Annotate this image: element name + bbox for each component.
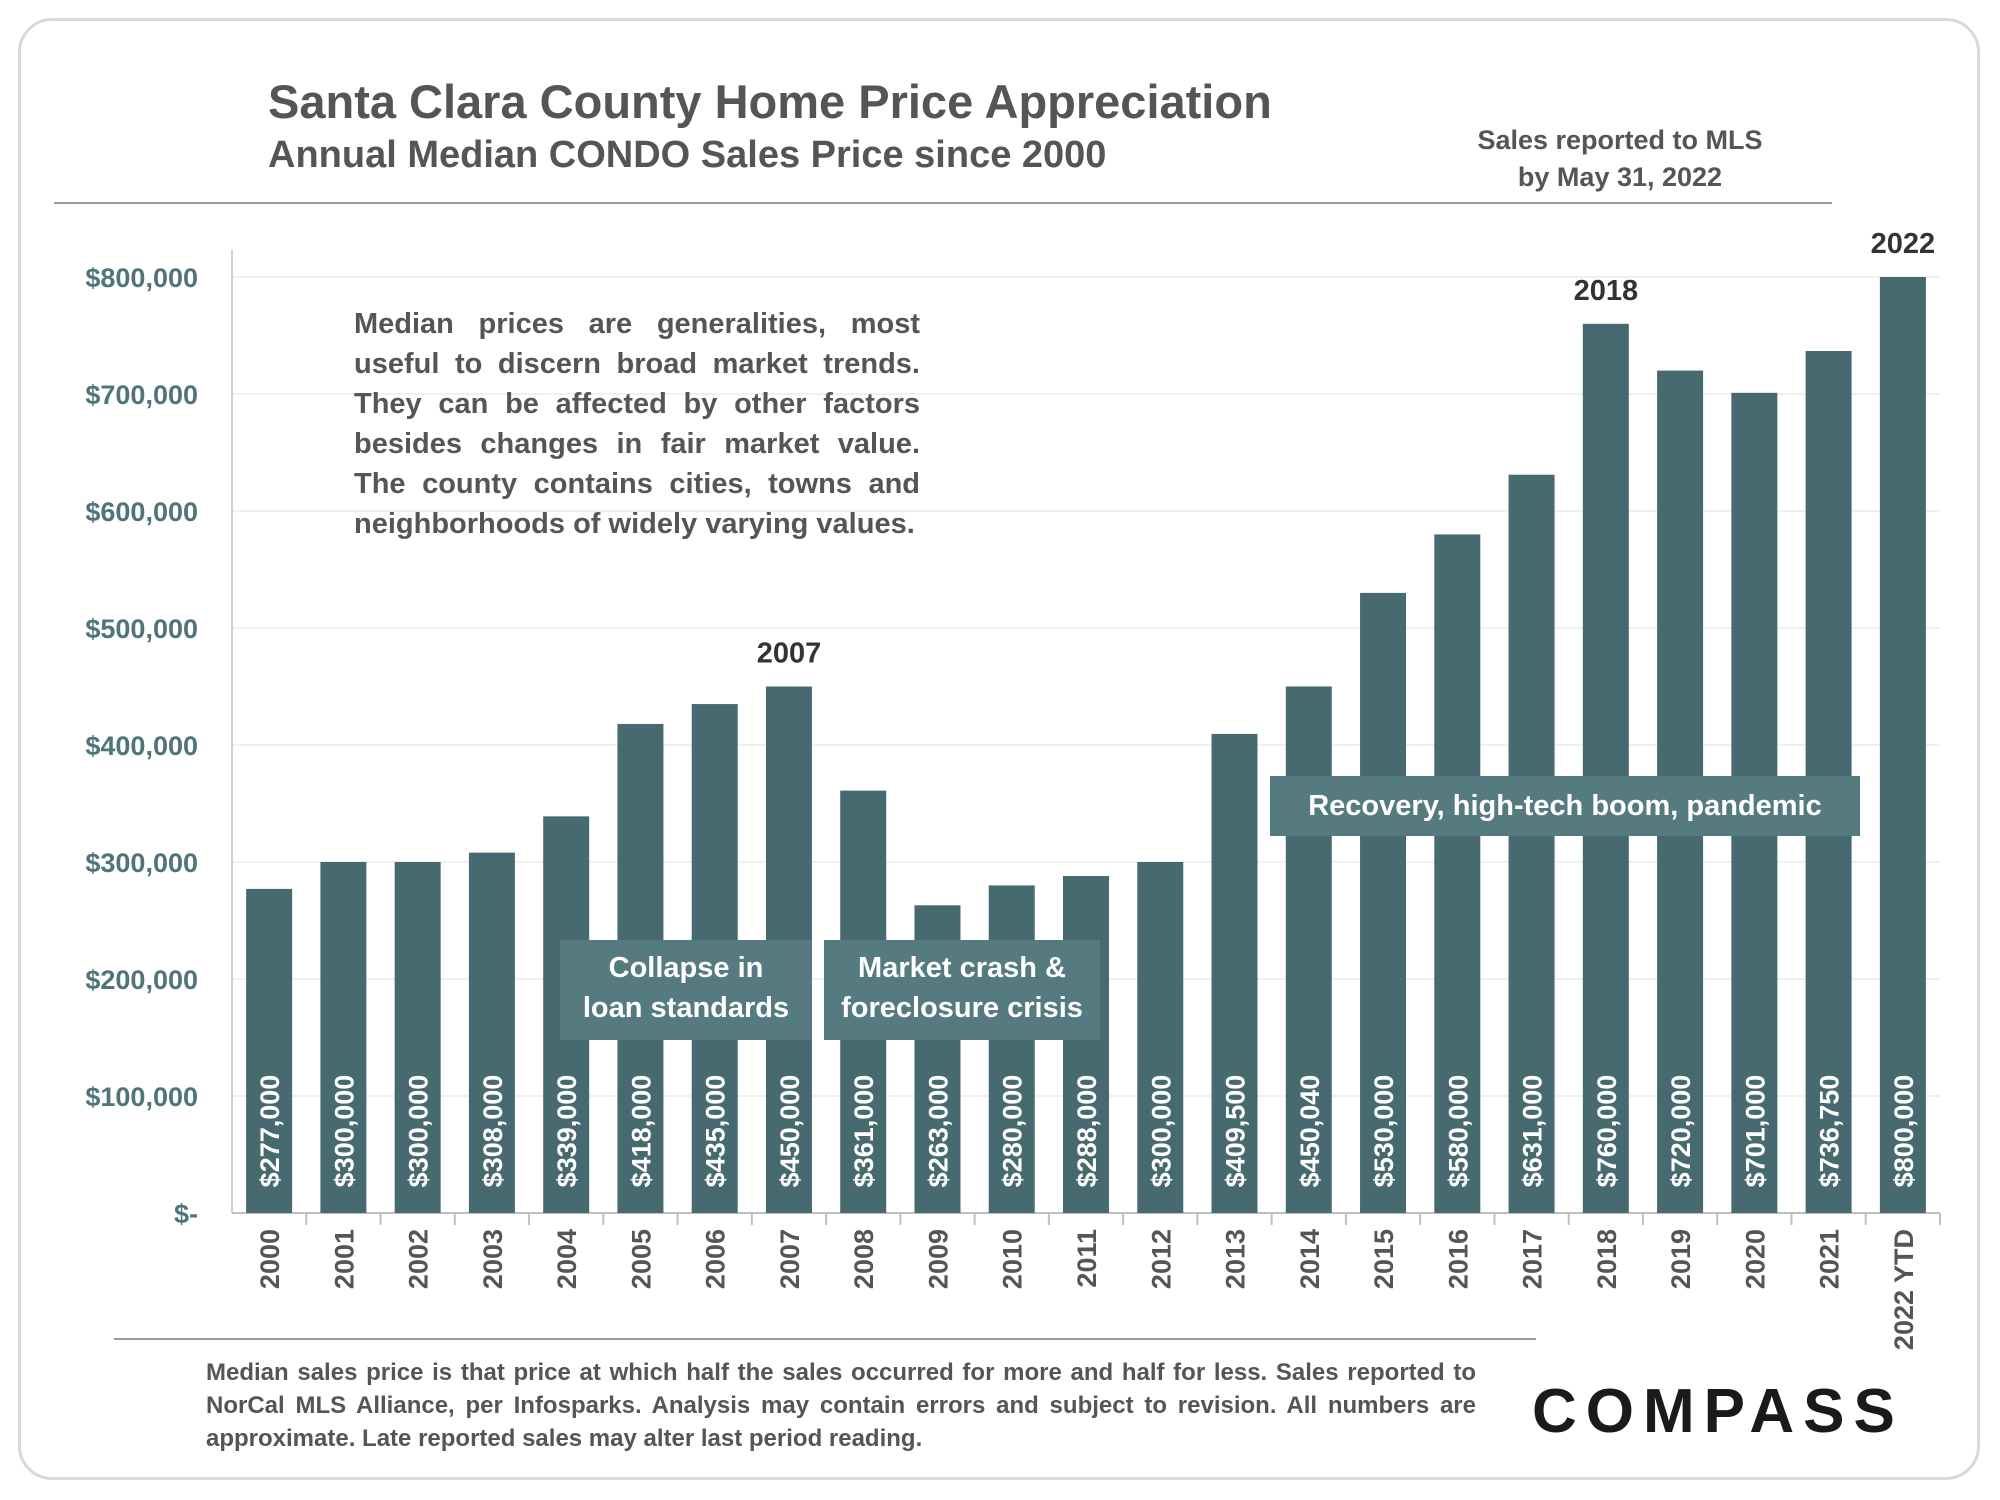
bar-value-label: $450,040 xyxy=(1295,1075,1325,1188)
y-tick-label: $100,000 xyxy=(85,1082,198,1112)
bar-value-label: $418,000 xyxy=(626,1075,656,1188)
x-tick-label: 2004 xyxy=(552,1229,582,1289)
x-tick-label: 2000 xyxy=(255,1229,285,1289)
x-tick-label: 2009 xyxy=(923,1229,953,1289)
x-tick-label: 2017 xyxy=(1518,1229,1548,1289)
bar-value-label: $361,000 xyxy=(849,1075,879,1188)
y-tick-label: $300,000 xyxy=(85,848,198,878)
bar-value-label: $280,000 xyxy=(998,1075,1028,1188)
x-tick-label: 2020 xyxy=(1740,1229,1770,1289)
description-line: The county contains cities, towns and xyxy=(354,468,920,500)
bar xyxy=(1211,733,1258,1213)
x-tick-label: 2018 xyxy=(1592,1229,1622,1289)
bar xyxy=(394,862,441,1213)
footnote: Median sales price is that price at whic… xyxy=(206,1356,1476,1455)
period-label-line: loan standards xyxy=(582,992,790,1024)
bar xyxy=(1434,534,1481,1213)
period-label-recovery: Recovery, high-tech boom, pandemic xyxy=(1270,776,1860,836)
peak-year-annotation: 2018 xyxy=(1574,275,1639,307)
period-label-loan-collapse: Collapse in loan standards xyxy=(560,940,812,1040)
y-tick-label: $500,000 xyxy=(85,614,198,644)
bar-value-label: $409,500 xyxy=(1221,1075,1251,1188)
compass-logo: COMPASS xyxy=(1532,1377,1904,1446)
bar-value-label: $435,000 xyxy=(701,1075,731,1188)
x-tick-label: 2008 xyxy=(849,1229,879,1289)
y-tick-label: $800,000 xyxy=(85,263,198,293)
bar-value-label: $277,000 xyxy=(255,1075,285,1188)
bar xyxy=(468,852,515,1213)
footnote-line: Median sales price is that price at whic… xyxy=(206,1359,1476,1386)
chart-subtitle: Annual Median CONDO Sales Price since 20… xyxy=(268,134,1107,176)
bar-value-label: $263,000 xyxy=(923,1075,953,1188)
bar xyxy=(1360,592,1407,1213)
bar-value-label: $300,000 xyxy=(1146,1075,1176,1188)
bar-value-label: $736,750 xyxy=(1815,1075,1845,1188)
description-line: They can be affected by other factors xyxy=(354,388,920,420)
description-line: besides changes in fair market value. xyxy=(354,428,920,460)
description-text: Median prices are generalities, most use… xyxy=(354,304,920,544)
period-label-line: Collapse in xyxy=(608,952,764,984)
y-tick-label: $200,000 xyxy=(85,965,198,995)
x-tick-label: 2013 xyxy=(1221,1229,1251,1289)
x-tick-label: 2011 xyxy=(1072,1229,1102,1288)
description-line: neighborhoods of widely varying values. xyxy=(354,508,915,540)
footnote-line: NorCal MLS Alliance, per Infosparks. Ana… xyxy=(206,1392,1476,1419)
footnote-line: approximate. Late reported sales may alt… xyxy=(206,1425,923,1452)
description-line: Median prices are generalities, most xyxy=(354,308,920,340)
footer-divider xyxy=(114,1338,1536,1340)
bar xyxy=(1582,323,1629,1213)
x-tick-label: 2021 xyxy=(1815,1229,1845,1289)
x-tick-label: 2022 YTD xyxy=(1889,1229,1919,1350)
header-divider xyxy=(54,202,1832,204)
bar-value-label: $631,000 xyxy=(1518,1075,1548,1188)
bar-value-label: $308,000 xyxy=(478,1075,508,1188)
y-tick-label: $700,000 xyxy=(85,380,198,410)
peak-year-annotation: 2007 xyxy=(757,638,822,670)
peak-year-annotation: 2022 xyxy=(1871,228,1936,260)
y-tick-label: $600,000 xyxy=(85,497,198,527)
source-note: Sales reported to MLS by May 31, 2022 xyxy=(1420,122,1820,196)
bar xyxy=(1063,876,1109,1213)
x-tick-label: 2019 xyxy=(1666,1229,1696,1289)
bar xyxy=(1137,862,1184,1213)
bar-value-label: $760,000 xyxy=(1592,1075,1622,1188)
bar xyxy=(320,862,367,1213)
source-note-line: by May 31, 2022 xyxy=(1517,162,1723,192)
x-tick-label: 2015 xyxy=(1369,1229,1399,1289)
bar-value-label: $701,000 xyxy=(1740,1075,1770,1188)
bar-value-label: $800,000 xyxy=(1889,1075,1919,1188)
bar-value-label: $450,000 xyxy=(775,1075,805,1188)
chart-card xyxy=(18,18,1980,1480)
x-tick-label: 2007 xyxy=(775,1229,805,1289)
bar-value-label: $580,000 xyxy=(1443,1075,1473,1188)
x-tick-label: 2016 xyxy=(1443,1229,1473,1289)
x-tick-label: 2003 xyxy=(478,1229,508,1289)
bar-value-label: $300,000 xyxy=(404,1075,434,1188)
x-tick-label: 2012 xyxy=(1146,1229,1176,1289)
bar-value-label: $300,000 xyxy=(329,1075,359,1188)
y-tick-label: $- xyxy=(174,1199,198,1229)
x-tick-label: 2014 xyxy=(1295,1229,1325,1289)
period-label-market-crash: Market crash & foreclosure crisis xyxy=(824,940,1100,1040)
x-tick-label: 2001 xyxy=(329,1229,359,1289)
bar-value-label: $720,000 xyxy=(1666,1075,1696,1188)
bar-value-label: $339,000 xyxy=(552,1075,582,1188)
bar-value-label: $530,000 xyxy=(1369,1075,1399,1188)
y-tick-label: $400,000 xyxy=(85,731,198,761)
source-note-line: Sales reported to MLS xyxy=(1477,125,1763,155)
x-tick-label: 2005 xyxy=(626,1229,656,1289)
period-label-line: foreclosure crisis xyxy=(841,992,1083,1024)
x-tick-label: 2006 xyxy=(701,1229,731,1289)
description-line: useful to discern broad market trends. xyxy=(354,348,920,380)
bar xyxy=(246,888,293,1213)
period-label-line: Market crash & xyxy=(858,952,1066,984)
chart-title: Santa Clara County Home Price Appreciati… xyxy=(268,75,1272,128)
bar-value-label: $288,000 xyxy=(1072,1075,1102,1188)
bar xyxy=(1508,474,1555,1214)
bar xyxy=(1285,686,1332,1213)
x-tick-label: 2002 xyxy=(404,1229,434,1289)
x-tick-label: 2010 xyxy=(998,1229,1028,1289)
bar xyxy=(1879,277,1926,1213)
